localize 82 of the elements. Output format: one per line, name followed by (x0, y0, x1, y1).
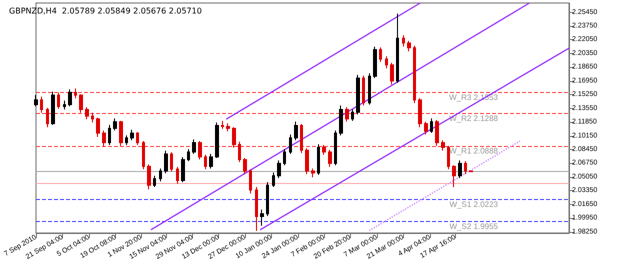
candlestick (232, 126, 236, 148)
candlestick (102, 130, 106, 148)
candlestick (136, 132, 139, 146)
candlestick (255, 186, 258, 232)
candlestick (119, 120, 123, 146)
candlestick (74, 88, 77, 99)
candlestick (91, 112, 94, 123)
candlestick (142, 140, 145, 170)
candlestick (170, 152, 173, 172)
candlestick (441, 140, 445, 152)
candlestick (57, 92, 60, 110)
candlestick (345, 106, 349, 122)
ref-line-label: W_S1 2.0223 (450, 200, 499, 210)
candlestick (289, 134, 292, 154)
candlestick (300, 124, 303, 154)
candlestick (113, 118, 117, 132)
candlestick (108, 124, 111, 146)
candlestick (272, 172, 275, 188)
candlestick (260, 209, 264, 226)
candlestick (362, 75, 365, 106)
candlestick (176, 166, 179, 184)
candlestick (447, 145, 450, 170)
candlestick (243, 157, 247, 175)
candlestick (34, 94, 38, 107)
candlestick (249, 168, 252, 194)
ref-line-label: W_S2 1.9955 (450, 222, 499, 231)
candlestick (192, 138, 196, 154)
candlestick (63, 100, 66, 110)
candlestick (458, 160, 462, 179)
candlestick (339, 104, 343, 136)
candlestick (469, 170, 473, 172)
candlestick (147, 164, 151, 190)
candlestick (226, 122, 230, 132)
candlestick (317, 144, 320, 176)
candlestick (40, 96, 43, 114)
candlestick (328, 149, 332, 168)
candlestick (396, 13, 399, 84)
candlestick (68, 88, 72, 107)
candlestick (153, 175, 156, 188)
candlestick (402, 34, 405, 48)
candlestick (266, 182, 269, 217)
candlestick (435, 120, 439, 146)
candlestick (79, 94, 83, 114)
candlestick (85, 106, 89, 120)
candlestick (356, 74, 360, 115)
candlestick (125, 134, 128, 146)
candlestick (130, 129, 134, 141)
candlestick (407, 40, 411, 52)
chart-title: GBPNZD,H4 2.05789 2.05849 2.05676 2.05710 (9, 6, 202, 16)
candlestick (159, 168, 162, 182)
candlestick (277, 160, 281, 179)
candlestick (305, 148, 309, 175)
candlestick (322, 144, 326, 156)
candlestick (294, 121, 298, 141)
candlestick (215, 122, 219, 158)
candlestick (430, 118, 433, 134)
candlestick (46, 107, 49, 128)
candlestick (413, 45, 416, 104)
candlestick (334, 130, 337, 166)
candlestick (311, 168, 315, 178)
candlestick (164, 150, 168, 174)
candlestick (351, 109, 354, 122)
candlestick (283, 148, 286, 166)
candlestick (204, 154, 207, 170)
candlestick (368, 72, 371, 106)
candlestick (51, 91, 55, 126)
candlestick (238, 141, 241, 162)
candlestick (198, 140, 202, 160)
candlestick (187, 148, 190, 162)
ref-line-label: W_R1 2.0888 (449, 146, 499, 156)
candlestick (209, 153, 213, 169)
candlestick (424, 121, 428, 136)
candlestick (221, 120, 224, 130)
candlestick (464, 160, 467, 175)
candlestick (418, 98, 422, 128)
candlestick (452, 164, 456, 188)
candlestick (385, 56, 388, 69)
candlestick (373, 46, 377, 79)
candlestick (96, 117, 100, 138)
candlestick (379, 46, 382, 62)
candlestick (181, 156, 185, 183)
candlestick (390, 62, 394, 86)
